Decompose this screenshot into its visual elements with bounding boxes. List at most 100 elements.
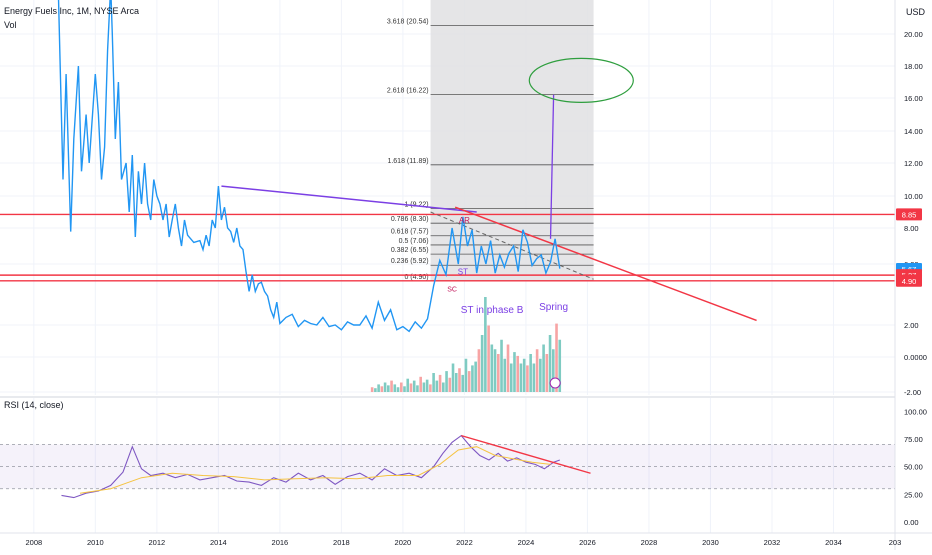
volume-bar (422, 382, 426, 392)
volume-bar (529, 354, 532, 392)
volume-label: Vol (4, 20, 17, 30)
year-tick-label: 2030 (702, 538, 719, 547)
volume-bar (396, 387, 400, 392)
fib-level-label: 0.786 (8.30) (391, 216, 429, 223)
year-tick-label: 2022 (456, 538, 473, 547)
fib-level-label: 0.382 (6.55) (391, 247, 429, 254)
volume-bar (551, 349, 555, 392)
price-tick-label: 8.00 (904, 224, 919, 233)
rsi-trendline (461, 434, 591, 474)
volume-bar (370, 387, 374, 392)
rsi-ma-line (79, 446, 551, 494)
volume-bar (519, 363, 523, 392)
volume-bar (429, 384, 432, 392)
volume-bar (419, 376, 422, 392)
fib-level-label: 0.618 (7.57) (391, 229, 429, 236)
year-tick-label: 2016 (272, 538, 289, 547)
currency-label[interactable]: USD (906, 7, 926, 17)
volume-bar (506, 344, 510, 392)
price-badge (896, 274, 922, 287)
year-tick-label: 2020 (395, 538, 412, 547)
year-tick-label: 2034 (825, 538, 842, 547)
red-trendline (454, 206, 757, 322)
price-tick-label: 2.00 (904, 321, 919, 330)
fib-level-label: 0 (4.90) (404, 274, 428, 281)
dashed-channel-line (430, 211, 594, 280)
volume-bar (374, 388, 377, 392)
projection-line (549, 94, 555, 239)
volume-bar (471, 365, 474, 392)
volume-bar (497, 354, 500, 392)
volume-bar (545, 354, 549, 392)
price-line (57, 0, 561, 333)
annotation-label: Spring (539, 302, 568, 313)
price-badge (896, 208, 922, 221)
year-tick-label: 2008 (25, 538, 42, 547)
year-tick-label: 203 (889, 538, 902, 547)
volume-bar (425, 379, 429, 392)
annotation-label: AR (459, 216, 470, 225)
purple-trendline (221, 185, 477, 213)
year-tick-label: 2024 (518, 538, 535, 547)
annotation-label: ST (458, 268, 468, 277)
rsi-tick-label: 0.00 (904, 518, 919, 527)
volume-bar (454, 373, 458, 392)
volume-bar (399, 382, 403, 392)
volume-bar (522, 358, 526, 392)
price-badge-label: 4.90 (902, 277, 917, 286)
volume-bar (477, 349, 481, 392)
year-tick-label: 2032 (764, 538, 781, 547)
volume-bar (383, 382, 387, 392)
volume-bar (535, 349, 539, 392)
annotation-label: SC (447, 286, 457, 293)
volume-bar (448, 377, 452, 392)
annotation-label: ST in phase B (461, 305, 524, 316)
volume-bar (542, 344, 545, 392)
fib-level-label: 0.236 (5.92) (391, 258, 429, 265)
volume-bar (548, 335, 552, 392)
volume-bar (558, 339, 562, 392)
year-tick-label: 2014 (210, 538, 227, 547)
chart-title: Energy Fuels Inc, 1M, NYSE Arca (4, 6, 140, 16)
year-tick-label: 2028 (641, 538, 658, 547)
price-tick-label: -2.00 (904, 388, 921, 397)
lightning-icon[interactable] (549, 377, 561, 389)
volume-bar (509, 363, 513, 392)
rsi-tick-label: 25.00 (904, 490, 923, 499)
volume-bar (458, 368, 461, 392)
volume-bar (464, 358, 468, 392)
price-tick-label: 18.00 (904, 62, 923, 71)
rsi-tick-label: 100.00 (904, 407, 927, 416)
volume-bar (500, 339, 503, 392)
volume-bar (532, 363, 536, 392)
price-tick-label: 12.00 (904, 159, 923, 168)
price-tick-label: 10.00 (904, 192, 923, 201)
year-tick-label: 2026 (579, 538, 596, 547)
target-circle (528, 57, 634, 104)
year-tick-label: 2018 (333, 538, 350, 547)
volume-bar (432, 373, 435, 392)
price-badge-label: 8.85 (902, 210, 917, 219)
fib-level-label: 2.618 (16.22) (387, 87, 429, 94)
volume-bar (377, 384, 380, 392)
year-tick-label: 2010 (87, 538, 104, 547)
volume-bar (442, 382, 445, 392)
price-tick-label: 14.00 (904, 127, 923, 136)
volume-bar (484, 297, 487, 392)
volume-bar (555, 323, 558, 392)
volume-bar (409, 383, 413, 392)
volume-bar (474, 361, 477, 392)
volume-bar (416, 385, 419, 392)
volume-bar (487, 325, 490, 392)
price-tick-label: 20.00 (904, 30, 923, 39)
volume-bar (480, 335, 484, 392)
volume-bar (513, 352, 516, 392)
fib-zone (430, 0, 594, 281)
fib-level-label: 1.618 (11.89) (387, 158, 428, 165)
fib-level-label: 0.5 (7.06) (399, 238, 429, 245)
volume-bar (451, 363, 455, 392)
volume-bar (461, 374, 465, 392)
volume-bar (412, 380, 416, 392)
